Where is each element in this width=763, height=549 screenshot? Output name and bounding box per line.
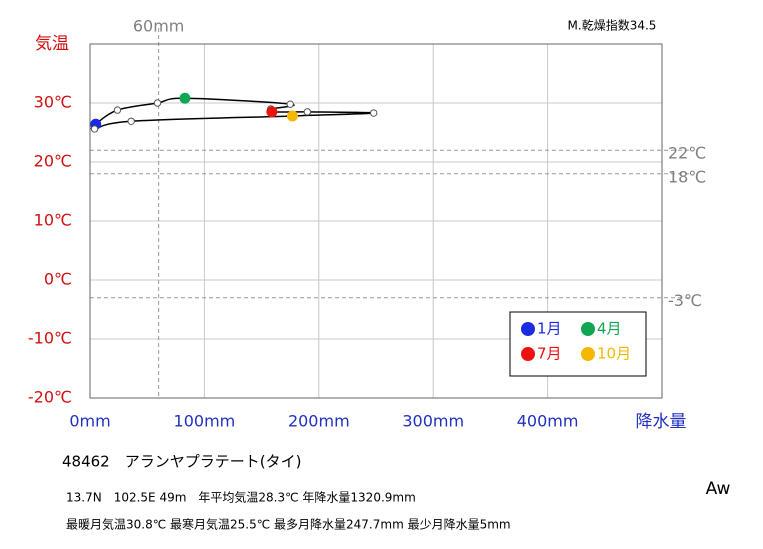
month-point: [153, 99, 162, 107]
station: 48462 アランヤプラテート(タイ): [62, 453, 301, 471]
x-tick-label: 100mm: [174, 412, 236, 431]
y-tick-label: -10℃: [28, 329, 72, 348]
x-tick-label: 200mm: [288, 412, 350, 431]
x-tick-label: 0mm: [69, 412, 110, 431]
reference-label: -3℃: [668, 291, 702, 310]
y-tick-label: 20℃: [34, 152, 72, 171]
month-point: [179, 92, 191, 104]
month-point: [266, 106, 278, 118]
index-label: M.乾燥指数34.5: [568, 18, 657, 33]
x-axis-label: 降水量: [636, 412, 687, 432]
legend-label: 10月: [597, 345, 631, 363]
month-point: [90, 125, 99, 133]
month-point: [127, 117, 135, 125]
y-tick-label: 30℃: [34, 93, 72, 112]
legend-marker: [581, 347, 595, 361]
reference-label: 60mm: [133, 17, 185, 36]
legend-label: 7月: [537, 345, 562, 363]
legend-marker: [581, 322, 595, 336]
month-point: [370, 109, 378, 117]
month-point: [286, 100, 294, 108]
legend-marker: [521, 347, 535, 361]
y-axis-label: 気温: [35, 34, 69, 54]
month-point: [303, 108, 312, 116]
info-line: 13.7N 102.5E 49m 年平均気温28.3℃ 年降水量1320.9mm: [66, 490, 416, 505]
x-tick-label: 300mm: [402, 412, 464, 431]
y-tick-label: -20℃: [28, 388, 72, 407]
legend-label: 4月: [597, 320, 622, 338]
x-tick-label: 400mm: [517, 412, 579, 431]
climate-type: Aw: [706, 479, 731, 499]
plot-border: [89, 43, 663, 399]
y-tick-label: 0℃: [44, 270, 72, 289]
reference-label: 18℃: [668, 167, 706, 186]
legend-marker: [521, 322, 535, 336]
y-tick-label: 10℃: [34, 211, 72, 230]
month-point: [286, 110, 298, 122]
month-point: [113, 106, 122, 114]
legend-label: 1月: [537, 320, 562, 338]
info-line: 最暖月気温30.8℃ 最寒月気温25.5℃ 最多月降水量247.7mm 最少月降…: [66, 517, 511, 532]
reference-label: 22℃: [668, 144, 706, 163]
legend-box: [509, 311, 647, 377]
